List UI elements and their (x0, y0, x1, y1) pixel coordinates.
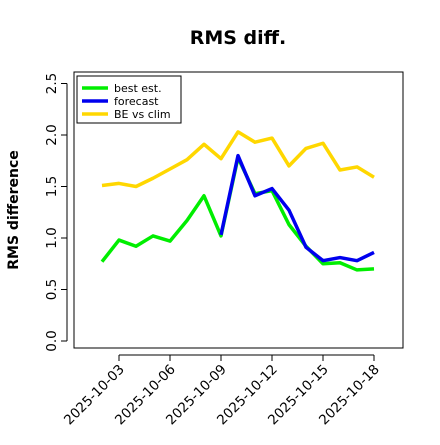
legend-label: forecast (114, 95, 159, 108)
y-tick-label: 2.5 (44, 73, 60, 94)
series-line-best-est- (100, 155, 375, 272)
series-layer (100, 130, 375, 272)
y-axis: 0.0 0.5 1.0 1.5 2.0 2.5 (44, 73, 68, 352)
series-line-forecast (219, 153, 375, 263)
y-tick-label: 1.5 (44, 176, 60, 197)
y-axis-label: RMS difference (6, 150, 22, 270)
y-tick-label: 1.0 (44, 227, 60, 248)
legend-label: BE vs clim (114, 108, 171, 121)
chart-title: RMS diff. (190, 27, 287, 49)
legend-label: best est. (114, 82, 162, 95)
x-axis: 2025-10-032025-10-062025-10-092025-10-12… (61, 354, 383, 428)
y-tick-label: 2.0 (44, 124, 60, 145)
y-tick-label: 0.0 (44, 330, 60, 351)
series-line-be-vs-clim (101, 130, 375, 189)
y-tick-label: 0.5 (44, 279, 60, 300)
plot-frame (73, 71, 404, 349)
